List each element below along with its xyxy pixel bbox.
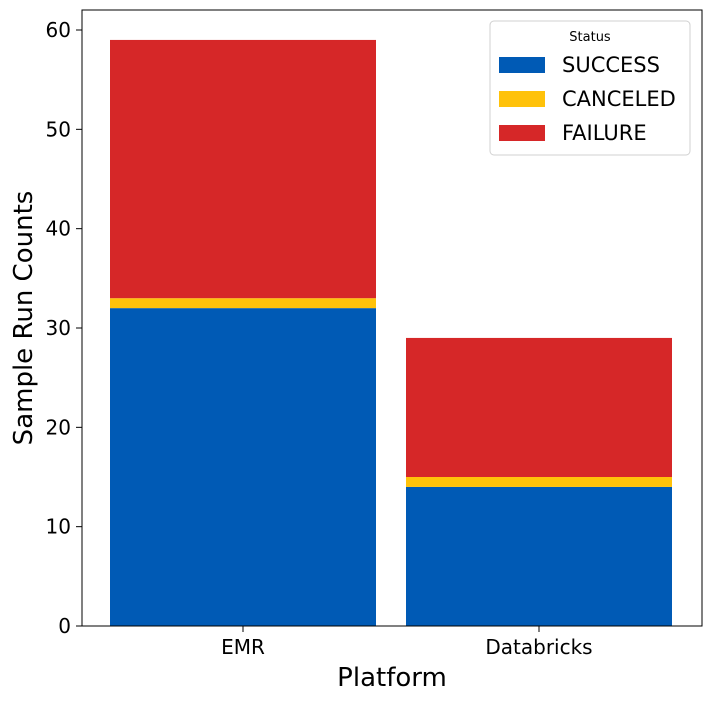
x-tick-label: EMR — [221, 635, 265, 659]
bar-segment-emr-failure — [110, 39, 376, 299]
x-tick-label: Databricks — [485, 635, 592, 659]
bar-segment-databricks-failure — [406, 337, 672, 477]
y-tick-label: 30 — [46, 316, 71, 340]
legend-box — [489, 20, 691, 156]
legend-label-success: SUCCESS — [562, 53, 660, 77]
y-tick-label: 50 — [46, 117, 71, 141]
bar-segment-emr-canceled — [110, 298, 376, 309]
y-tick-label: 10 — [46, 515, 71, 539]
bar-segment-databricks-canceled — [406, 477, 672, 487]
legend-swatch-failure — [499, 125, 545, 141]
legend-swatch-success — [499, 57, 545, 73]
x-axis: EMR Databricks — [221, 626, 593, 659]
y-axis-label: Sample Run Counts — [9, 191, 39, 446]
x-axis-label: Platform — [337, 663, 447, 693]
legend-label-canceled: CANCELED — [562, 87, 676, 111]
legend-title: Status — [569, 30, 611, 45]
legend: Status SUCCESS CANCELED FAILURE — [489, 20, 691, 156]
bar-segment-databricks-success — [406, 486, 672, 626]
bars-group — [110, 39, 672, 626]
y-tick-label: 60 — [46, 18, 71, 42]
plot-frame — [81, 9, 703, 627]
y-tick-label: 40 — [46, 217, 71, 241]
y-tick-label: 0 — [58, 614, 71, 638]
y-axis: 0 10 20 30 40 50 60 — [46, 18, 82, 638]
legend-swatch-canceled — [499, 91, 545, 107]
bar-segment-emr-success — [110, 308, 376, 626]
y-tick-label: 20 — [46, 415, 71, 439]
legend-label-failure: FAILURE — [562, 121, 647, 145]
